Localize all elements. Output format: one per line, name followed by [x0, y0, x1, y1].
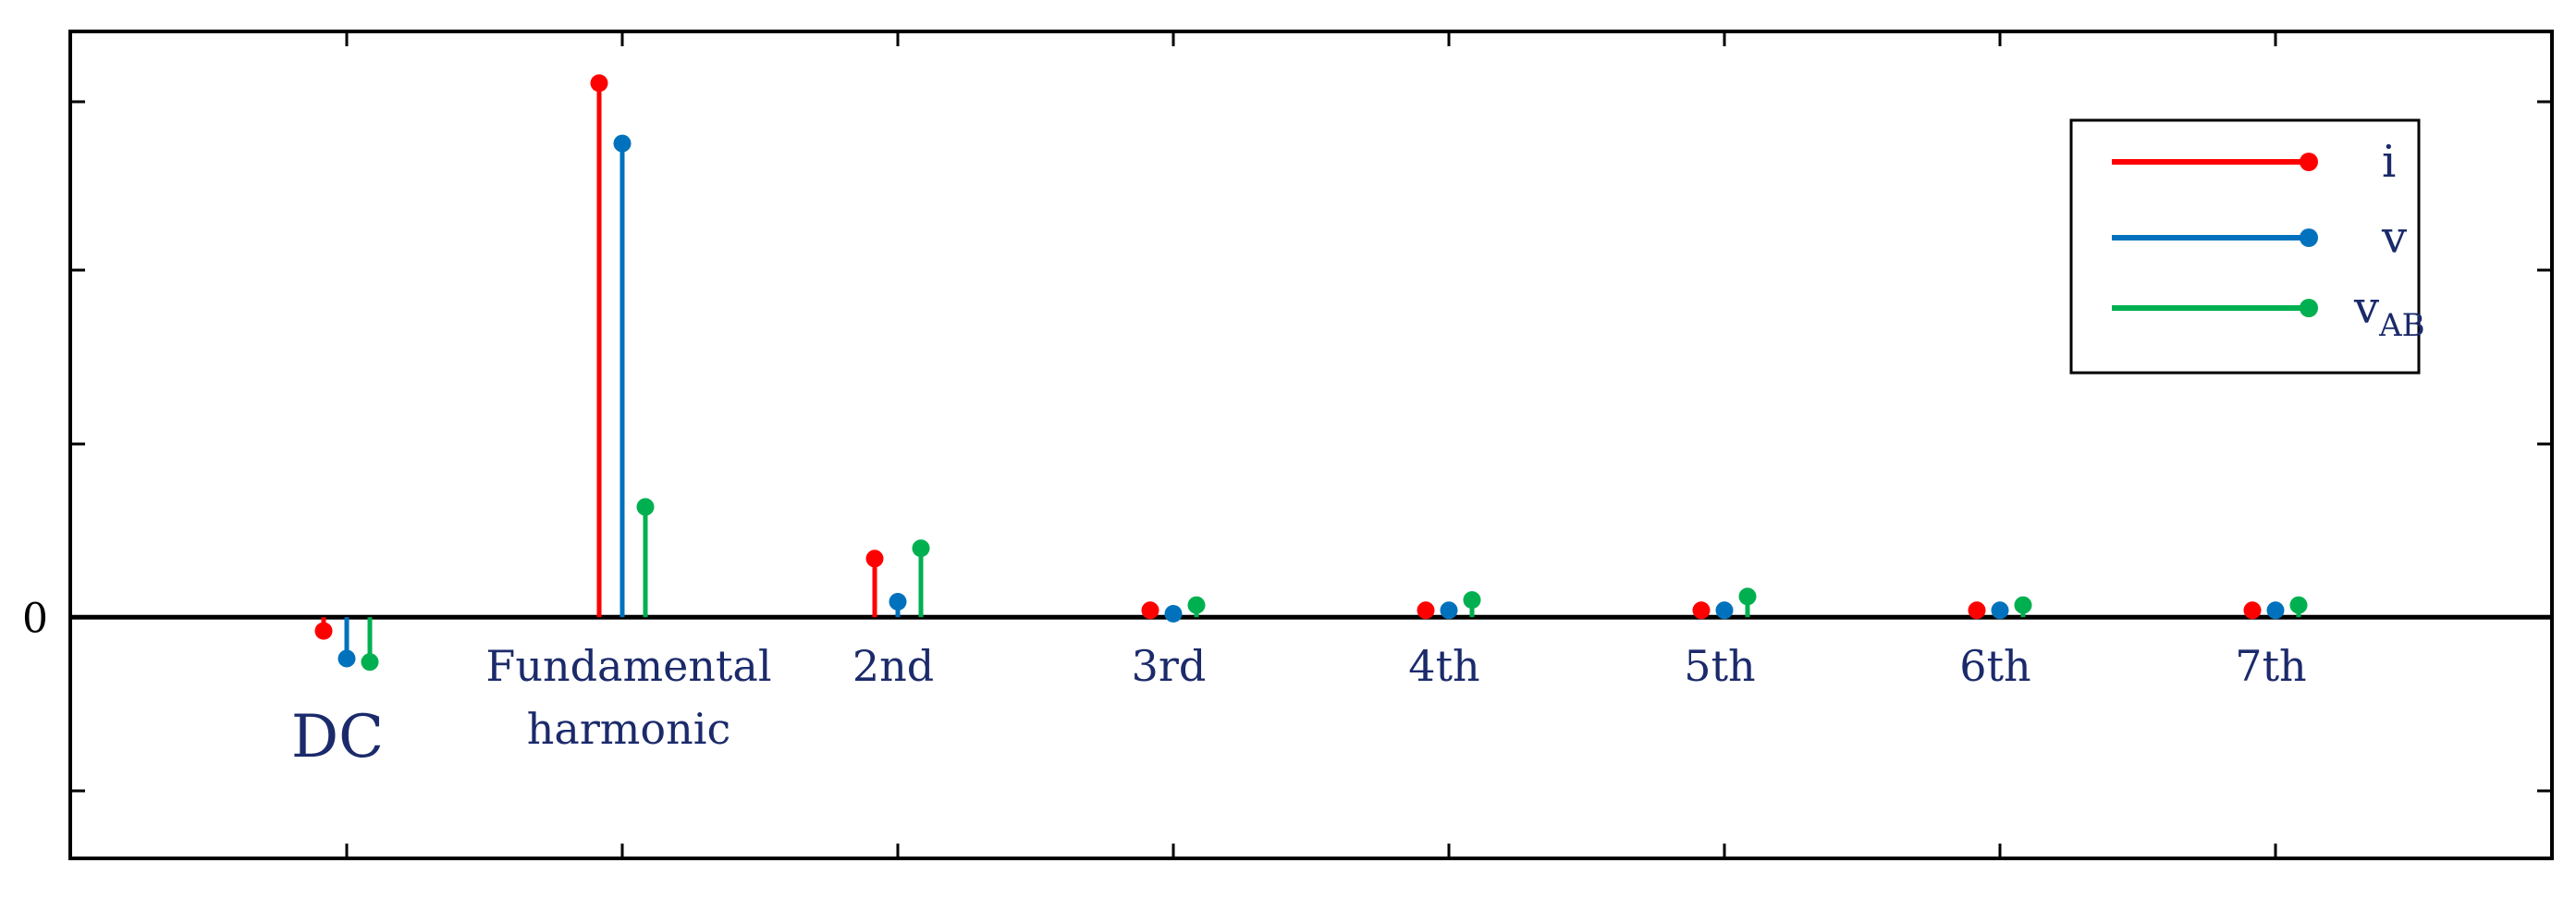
category-label-1-line-1: harmonic: [527, 704, 730, 754]
category-label-5-line-0: 5th: [1684, 641, 1755, 691]
stem-marker-1-6: [1991, 601, 2009, 620]
stem-marker-0-1: [590, 74, 608, 92]
stem-marker-1-5: [1715, 601, 1734, 620]
category-label-0: DC: [291, 703, 384, 771]
category-label-6-line-0: 6th: [1959, 641, 2030, 691]
legend-box: [2069, 118, 2421, 375]
stem-marker-0-0: [314, 622, 333, 640]
stem-marker-1-7: [2266, 601, 2285, 620]
stem-marker-0-2: [865, 549, 884, 568]
legend-label-2: vAB: [2353, 282, 2425, 344]
stem-marker-1-4: [1440, 601, 1458, 620]
legend-marker-0: [2300, 153, 2318, 171]
stem-marker-0-3: [1141, 601, 1159, 620]
stem-marker-2-4: [1463, 591, 1481, 610]
legend-label-0: i: [2382, 136, 2396, 188]
stem-marker-2-1: [636, 498, 655, 516]
category-label-2-line-0: 2nd: [853, 641, 934, 691]
category-label-1-line-0: Fundamental: [485, 641, 771, 691]
stem-marker-1-2: [889, 592, 907, 610]
legend-marker-2: [2300, 299, 2318, 317]
stem-marker-1-0: [337, 649, 356, 668]
stem-marker-0-4: [1417, 601, 1435, 620]
stem-marker-0-5: [1692, 601, 1711, 620]
stem-marker-0-7: [2243, 601, 2262, 620]
stem-marker-1-1: [613, 134, 632, 153]
stem-marker-2-0: [361, 653, 379, 672]
stem-marker-0-6: [1968, 601, 1986, 620]
y-tick-label-zero: 0: [22, 595, 48, 642]
stem-marker-2-5: [1738, 587, 1757, 606]
stem-marker-2-3: [1187, 596, 1206, 614]
legend-marker-1: [2300, 228, 2318, 247]
stem-marker-2-7: [2289, 596, 2308, 614]
category-label-7-line-0: 7th: [2235, 641, 2306, 691]
category-label-4-line-0: 4th: [1408, 641, 1479, 691]
stem-marker-2-6: [2014, 596, 2032, 614]
stem-marker-1-3: [1164, 605, 1183, 623]
stem-marker-2-2: [912, 539, 930, 558]
legend-label-1: v: [2381, 212, 2407, 264]
category-label-3-line-0: 3rd: [1132, 641, 1207, 691]
